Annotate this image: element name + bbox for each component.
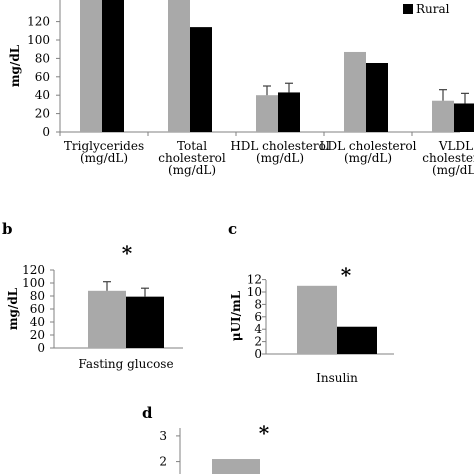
panel-b-bar-urban <box>88 290 126 348</box>
panel-d-bar-urban <box>212 459 260 474</box>
panel-c-y-tick-label: 6 <box>254 310 262 324</box>
panel-c-letter: c <box>228 220 237 238</box>
panel-b-significance: * <box>122 241 133 265</box>
panel-a-category-label: (mg/dL) <box>344 151 392 165</box>
panel-b-y-label: mg/dL <box>6 287 20 330</box>
legend: Rural <box>403 2 450 16</box>
panel-a-category-label: Total <box>177 139 207 153</box>
panel-a-category-label: Triglycerides <box>64 139 144 153</box>
panel-b-y-tick-label: 100 <box>22 276 45 290</box>
panel-a-bar-rural <box>190 27 212 132</box>
panel-c-category-label: Insulin <box>316 371 358 385</box>
panel-b-y-tick-label: 80 <box>30 289 45 303</box>
panel-c-bars <box>297 285 377 354</box>
panel-c-y-tick-label: 4 <box>254 322 262 336</box>
panel-a-y-label: mg/dL <box>8 44 22 87</box>
panel-d-significance: * <box>259 421 270 445</box>
panel-b-y-tick-label: 40 <box>30 315 45 329</box>
panel-c-bar-urban <box>297 285 337 354</box>
panel-a-bar-urban <box>256 95 278 132</box>
panel-a-y-tick-label: 80 <box>35 51 50 65</box>
panel-c-category-labels: Insulin <box>316 371 358 385</box>
panel-a-bar-urban <box>80 0 102 132</box>
panel-b-bars <box>88 281 164 348</box>
panel-a-y-tick-label: 40 <box>35 88 50 102</box>
panel-b-y-tick-label: 0 <box>37 341 45 355</box>
panel-c-y-tick-label: 0 <box>254 347 262 361</box>
panel-b-y-tick-label: 120 <box>22 263 45 277</box>
panel-a-category-label: VLDL <box>438 139 473 153</box>
panel-b-y-tick-label: 60 <box>30 302 45 316</box>
panel-a-category-label: (mg/dL) <box>80 151 128 165</box>
panel-a-bar-urban <box>344 51 366 132</box>
panel-a-category-label: HDL cholesterol <box>230 139 330 153</box>
panel-b-y-tick-label: 20 <box>30 328 45 342</box>
panel-a-category-label: (mg/dL) <box>168 163 216 177</box>
panel-c-y-tick-label: 12 <box>247 273 262 287</box>
panel-c-y-tick-label: 2 <box>254 335 262 349</box>
panel-a-bar-rural <box>454 103 474 132</box>
panel-a-y-tick-label: 0 <box>42 125 50 139</box>
panel-a-bar-rural <box>102 0 124 132</box>
panel-a-category-label: cholesterol <box>422 151 474 165</box>
panel-a-category-label: (mg/dL) <box>432 163 474 177</box>
panel-b-letter: b <box>2 220 13 238</box>
panel-b-bar-rural <box>126 296 164 348</box>
panel-d-y-ticks: 23 <box>159 429 180 469</box>
panel-a-y-tick-label: 100 <box>27 33 50 47</box>
panel-a-bar-rural <box>278 92 300 132</box>
panel-a-y-tick-label: 120 <box>27 15 50 29</box>
legend-label-rural: Rural <box>416 2 450 16</box>
panel-d-bars <box>212 459 260 474</box>
panel-a-category-labels: Triglycerides(mg/dL)Totalcholesterol(mg/… <box>64 139 474 177</box>
panel-a-category-label: (mg/dL) <box>256 151 304 165</box>
legend-swatch-rural <box>403 4 413 14</box>
panel-d-y-tick-label: 2 <box>159 455 167 469</box>
panel-c-y-label: μUI/mL <box>229 290 243 341</box>
panel-a-y-tick-label: 20 <box>35 107 50 121</box>
panel-d-chart: d 23 * <box>142 404 270 474</box>
panel-c-significance: * <box>341 263 352 287</box>
panel-b-category-labels: Fasting glucose <box>78 357 173 371</box>
panel-b-category-label: Fasting glucose <box>78 357 173 371</box>
panel-a-y-tick-label: 60 <box>35 70 50 84</box>
panel-a-bar-rural <box>366 63 388 132</box>
panel-a-category-label: cholesterol <box>158 151 226 165</box>
panel-c-y-tick-label: 8 <box>254 297 262 311</box>
panel-c-bar-rural <box>337 326 377 354</box>
panel-a-bar-urban <box>168 0 190 132</box>
panel-c-y-tick-label: 10 <box>247 285 262 299</box>
panel-d-y-tick-label: 3 <box>159 429 167 443</box>
panel-a-y-ticks: 0 20 40 60 80 100 120 <box>27 15 413 139</box>
panel-d-letter: d <box>142 404 153 422</box>
panel-a-category-label: LDL cholesterol <box>320 139 417 153</box>
panel-a-bar-urban <box>432 100 454 132</box>
panel-a-bars <box>80 0 474 132</box>
